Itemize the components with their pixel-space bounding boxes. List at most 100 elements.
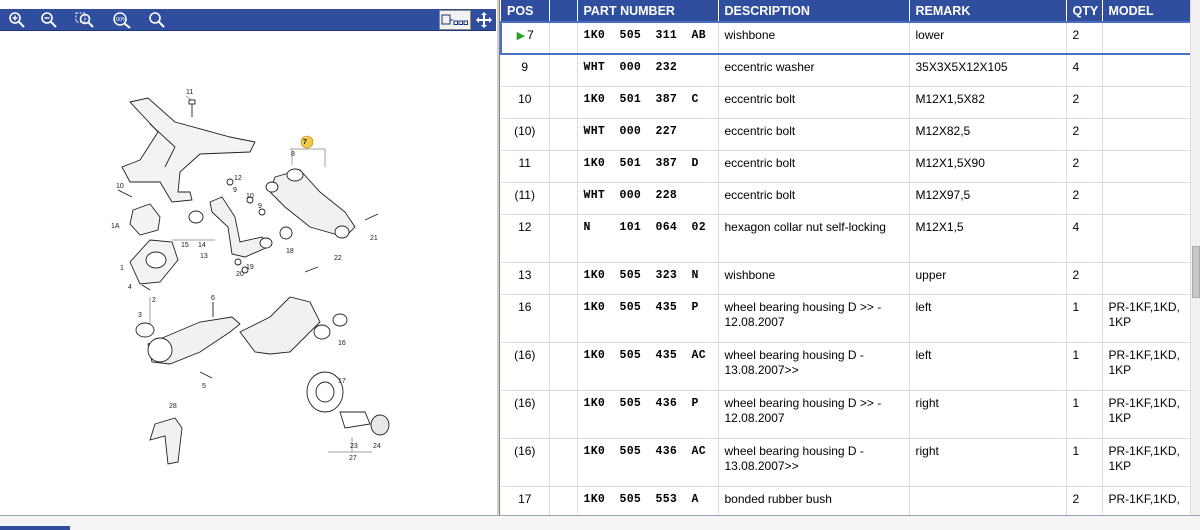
cell-part-number: 1K0 505 553 A: [577, 486, 719, 515]
diagram-label-24[interactable]: 24: [373, 443, 381, 450]
cell-pos: ▶ 7: [500, 21, 550, 55]
callout-7[interactable]: [300, 135, 314, 149]
svg-text:100%: 100%: [113, 17, 127, 23]
cell-remark: M12X1,5X82: [909, 86, 1067, 119]
diagram-label-16[interactable]: 16: [338, 340, 346, 347]
diagram-label-21[interactable]: 21: [370, 235, 378, 242]
header-remark[interactable]: REMARK: [909, 0, 1067, 22]
table-row[interactable]: ▶ 7 1K0 505 311 AB wishbone lower 2: [500, 21, 1192, 55]
diagram-label-1A[interactable]: 1A: [111, 223, 120, 230]
diagram-label-20[interactable]: 20: [236, 271, 244, 278]
table-row[interactable]: (16) 1K0 505 435 AC wheel bearing housing …: [501, 342, 1192, 391]
table-row[interactable]: (11) WHT 000 228 eccentric bolt M12X97,5 2: [501, 182, 1192, 215]
cell-qty: 2: [1066, 262, 1103, 295]
diagram-label-12[interactable]: 12: [234, 175, 242, 182]
diagram-label-2[interactable]: 2: [152, 297, 156, 304]
diagram-label-23[interactable]: 23: [350, 443, 358, 450]
diagram-label-15[interactable]: 15: [181, 242, 189, 249]
diagram-label-6[interactable]: 6: [211, 295, 215, 302]
table-row[interactable]: 9 WHT 000 232 eccentric washer 35X3X5X12X10…: [501, 54, 1192, 87]
diagram-label-17[interactable]: 17: [338, 378, 346, 385]
cell-part-number: 1K0 501 387 C: [577, 86, 719, 119]
header-flag[interactable]: [549, 0, 578, 22]
cell-flag: [549, 342, 578, 391]
cell-description: wishbone: [718, 262, 910, 295]
diagram-label-11[interactable]: 11: [186, 89, 193, 96]
cell-model: [1102, 118, 1192, 151]
cell-model: [1102, 262, 1192, 295]
zoom-out-button[interactable]: [34, 10, 64, 30]
cell-description: bonded rubber bush: [718, 486, 910, 515]
diagram-label-10[interactable]: 10: [116, 183, 124, 190]
diagram-label-18[interactable]: 18: [286, 248, 294, 255]
cell-model: PR-1KF,1KD, 1KP: [1102, 294, 1192, 343]
zoom-area-button[interactable]: [70, 10, 100, 30]
diagram-pane: 100%: [0, 0, 496, 515]
cell-description: eccentric washer: [718, 54, 910, 87]
diagram-label-3[interactable]: 3: [138, 312, 142, 319]
arrow-cross-icon: [476, 12, 492, 28]
status-strip: [0, 515, 1200, 530]
cell-qty: 2: [1066, 150, 1103, 183]
cell-remark: left: [909, 294, 1067, 343]
split-resize-button[interactable]: [473, 10, 495, 30]
cell-part-number: 1K0 505 435 P: [577, 294, 719, 343]
vertical-scrollbar[interactable]: [1190, 0, 1200, 515]
scrollbar-thumb[interactable]: [1192, 246, 1200, 298]
cell-pos: (16): [501, 342, 550, 391]
cell-remark: right: [909, 390, 1067, 439]
diagram-label-10[interactable]: 10: [246, 193, 254, 200]
diagram-label-1[interactable]: 1: [120, 265, 124, 272]
diagram-label-28[interactable]: 28: [169, 403, 177, 410]
zoom-100-button[interactable]: 100%: [104, 10, 138, 30]
header-qty[interactable]: QTY: [1066, 0, 1103, 22]
cell-model: [1102, 21, 1192, 55]
table-row[interactable]: 12 N 101 064 02 hexagon collar nut self-lo…: [501, 214, 1192, 263]
cell-flag: [549, 150, 578, 183]
cell-pos: 11: [501, 150, 550, 183]
diagram-label-9[interactable]: 9: [233, 187, 237, 194]
search-icon: [149, 12, 165, 28]
diagram-label-19[interactable]: 19: [246, 264, 254, 271]
cell-remark: 35X3X5X12X105: [909, 54, 1067, 87]
header-pos[interactable]: POS: [501, 0, 550, 22]
diagram-label-9[interactable]: 9: [258, 203, 262, 210]
cell-part-number: WHT 000 232: [577, 54, 719, 87]
header-part-number[interactable]: PART NUMBER: [577, 0, 719, 22]
search-button[interactable]: [142, 10, 172, 30]
pane-splitter[interactable]: [496, 0, 500, 515]
diagram-label-4[interactable]: 4: [128, 284, 132, 291]
table-row[interactable]: (10) WHT 000 227 eccentric bolt M12X82,5 2: [501, 118, 1192, 151]
diagram-label-7[interactable]: 7: [303, 139, 307, 146]
cell-description: eccentric bolt: [718, 182, 910, 215]
cell-qty: 1: [1066, 390, 1103, 439]
hotspot-list-button[interactable]: [439, 10, 471, 30]
diagram-toolbar: 100%: [0, 9, 496, 31]
status-tab[interactable]: [0, 526, 70, 530]
diagram-label-13[interactable]: 13: [200, 253, 208, 260]
diagram-label-27[interactable]: 27: [349, 455, 357, 462]
zoom-area-icon: [75, 12, 94, 28]
header-description[interactable]: DESCRIPTION: [718, 0, 910, 22]
diagram-label-8[interactable]: 8: [291, 151, 295, 158]
diagram-label-22[interactable]: 22: [334, 255, 342, 262]
cell-pos: 9: [501, 54, 550, 87]
header-model[interactable]: MODEL: [1102, 0, 1192, 22]
cell-model: [1102, 150, 1192, 183]
table-row[interactable]: (16) 1K0 505 436 AC wheel bearing housing …: [501, 438, 1192, 487]
diagram-label-5[interactable]: 5: [202, 383, 206, 390]
diagram-label-14[interactable]: 14: [198, 242, 206, 249]
cell-pos: (11): [501, 182, 550, 215]
cell-pos: 16: [501, 294, 550, 343]
cell-qty: 1: [1066, 438, 1103, 487]
cell-flag: [549, 486, 578, 515]
zoom-in-button[interactable]: [2, 10, 32, 30]
cell-description: wheel bearing housing D >> - 12.08.2007: [718, 294, 910, 343]
